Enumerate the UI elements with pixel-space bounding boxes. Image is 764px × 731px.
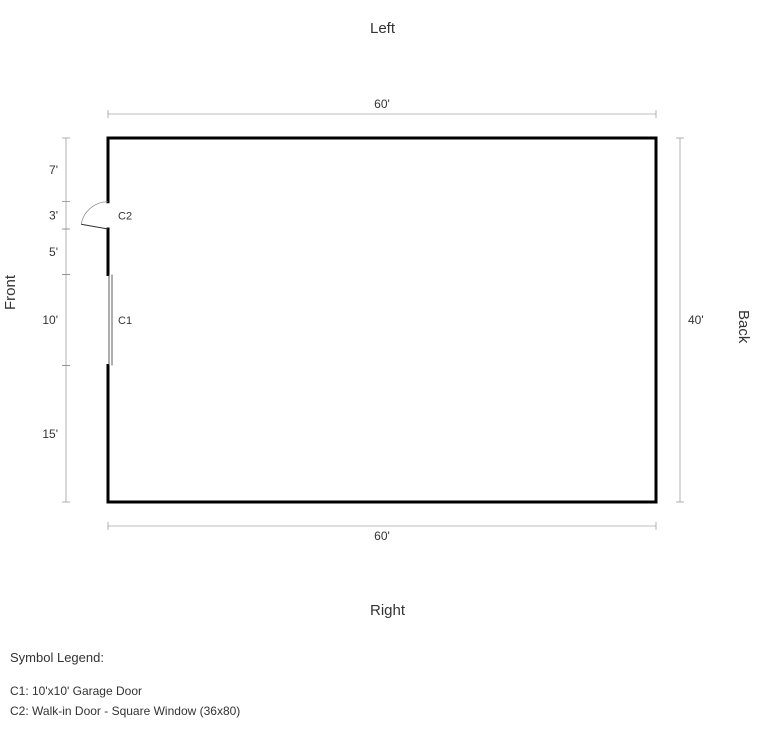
- opening-label: C2: [118, 210, 132, 222]
- openings: C2 C1: [81, 202, 132, 366]
- svg-text:40': 40': [688, 313, 704, 327]
- svg-text:15': 15': [42, 427, 58, 441]
- side-label-left: Front: [2, 275, 19, 310]
- svg-text:7': 7': [49, 163, 58, 177]
- svg-text:10': 10': [42, 313, 58, 327]
- legend-item: C2: Walk-in Door - Square Window (36x80): [10, 704, 240, 718]
- svg-text:3': 3': [49, 208, 58, 222]
- floor-plan-stage: Left Right Front Back Symbol Legend: C1:…: [0, 0, 764, 731]
- opening-label: C1: [118, 315, 132, 327]
- svg-text:60': 60': [374, 529, 390, 543]
- walls: [108, 138, 656, 502]
- svg-text:5': 5': [49, 245, 58, 259]
- plan-svg: C2 C1 60' 60' 40' 7' 3' 5' 10' 15': [0, 0, 764, 731]
- side-label-right: Back: [735, 310, 752, 343]
- dimensions: [62, 110, 684, 530]
- side-label-bottom: Right: [370, 602, 405, 619]
- svg-text:60': 60': [374, 97, 390, 111]
- side-label-top: Left: [370, 20, 395, 37]
- legend-item: C1: 10'x10' Garage Door: [10, 684, 142, 698]
- legend-title: Symbol Legend:: [10, 650, 104, 665]
